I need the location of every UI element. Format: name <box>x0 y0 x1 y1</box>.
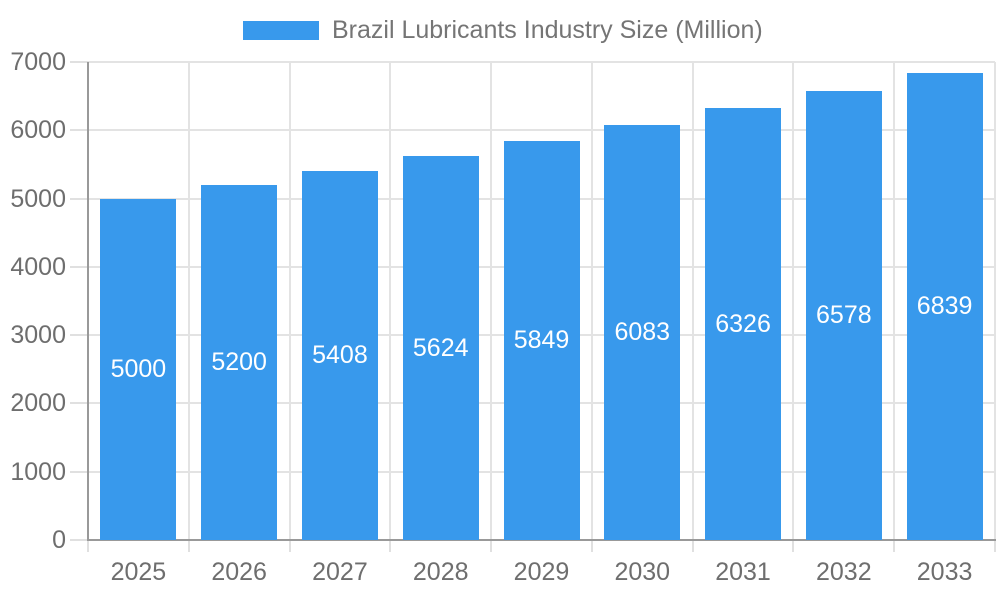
bar-value-label: 6083 <box>614 318 671 347</box>
x-gridline <box>389 62 392 540</box>
x-axis-label: 2028 <box>412 558 469 586</box>
x-axis-label: 2029 <box>513 558 570 586</box>
x-axis-label: 2030 <box>614 558 671 586</box>
x-gridline <box>792 62 795 540</box>
bar-value-label: 6326 <box>715 310 771 338</box>
legend-swatch <box>243 21 319 40</box>
bar[interactable] <box>201 184 278 540</box>
y-tick-mark <box>70 61 88 63</box>
bar[interactable] <box>805 90 882 540</box>
x-axis-label: 2027 <box>312 558 368 586</box>
x-tick-mark <box>389 540 392 552</box>
x-gridline <box>691 62 694 540</box>
bar-value-label: 5624 <box>412 333 469 362</box>
y-axis-label: 4000 <box>10 252 66 281</box>
x-axis-label: 2032 <box>816 558 872 586</box>
x-axis-label: 2026 <box>211 558 267 586</box>
y-axis-label: 2000 <box>10 389 66 418</box>
y-axis-label: 3000 <box>10 321 66 350</box>
x-gridline <box>288 62 291 540</box>
y-tick-mark <box>70 265 88 268</box>
y-axis-label: 7000 <box>10 48 66 76</box>
bar[interactable] <box>100 198 177 540</box>
y-tick-mark <box>70 402 88 405</box>
x-axis-label: 2031 <box>715 558 771 586</box>
x-tick-mark <box>792 540 795 552</box>
x-gridline <box>590 62 593 540</box>
x-tick-mark <box>87 540 89 552</box>
bar[interactable] <box>503 140 580 540</box>
x-gridline <box>490 62 493 540</box>
y-tick-mark <box>70 470 88 473</box>
y-axis-label: 5000 <box>10 184 66 213</box>
y-gridline <box>88 61 995 63</box>
bar-value-label: 5408 <box>312 341 368 370</box>
y-tick-mark <box>70 197 88 200</box>
y-axis-label: 1000 <box>10 457 66 486</box>
x-tick-mark <box>994 540 996 552</box>
bar-value-label: 5849 <box>513 326 570 355</box>
y-tick-mark <box>70 334 88 337</box>
bar-value-label: 6839 <box>916 292 973 321</box>
x-axis-label: 2033 <box>916 558 973 586</box>
x-tick-mark <box>893 540 896 552</box>
x-tick-mark <box>490 540 493 552</box>
bar-value-label: 5200 <box>211 348 267 377</box>
bar[interactable] <box>402 155 479 540</box>
bar-value-label: 6578 <box>816 301 872 330</box>
x-gridline <box>187 62 190 540</box>
bar[interactable] <box>604 124 681 540</box>
y-axis-label: 0 <box>52 526 66 554</box>
x-tick-mark <box>691 540 694 552</box>
bar[interactable] <box>705 108 782 540</box>
y-axis-line <box>87 62 89 540</box>
x-tick-mark <box>288 540 291 552</box>
legend-label: Brazil Lubricants Industry Size (Million… <box>332 16 763 44</box>
bar-value-label: 5000 <box>110 355 167 384</box>
y-tick-mark <box>70 539 88 541</box>
x-gridline <box>994 62 996 540</box>
x-axis-label: 2025 <box>110 558 167 586</box>
y-tick-mark <box>70 129 88 132</box>
bar[interactable] <box>301 170 378 540</box>
x-tick-mark <box>590 540 593 552</box>
bar[interactable] <box>906 72 983 540</box>
x-tick-mark <box>187 540 190 552</box>
y-gridline <box>88 129 995 132</box>
y-axis-label: 6000 <box>10 116 66 145</box>
x-gridline <box>893 62 896 540</box>
x-axis-line <box>87 539 996 541</box>
legend[interactable]: Brazil Lubricants Industry Size (Million… <box>243 17 763 44</box>
